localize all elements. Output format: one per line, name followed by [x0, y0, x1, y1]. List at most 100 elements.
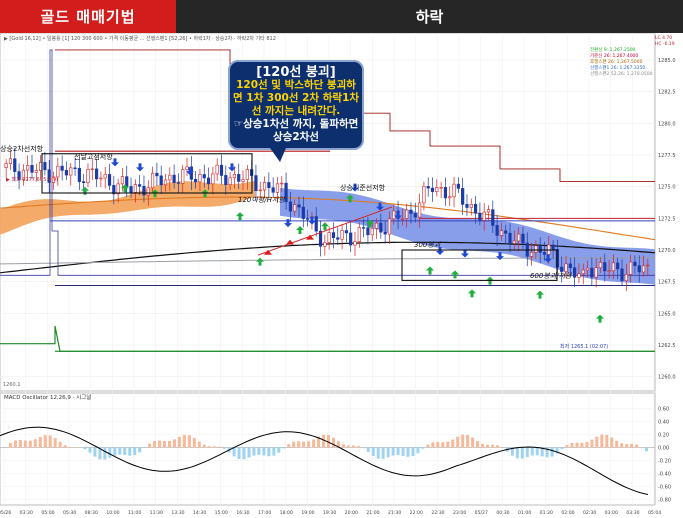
macd-histogram-bar	[148, 443, 152, 448]
macd-histogram-bar	[426, 444, 430, 448]
macd-histogram-bar	[436, 441, 440, 448]
macd-histogram-bar	[481, 443, 485, 448]
candle-body	[504, 230, 508, 234]
candle-body	[254, 175, 258, 192]
macd-histogram-bar	[560, 447, 564, 450]
macd-histogram-bar	[68, 446, 72, 448]
candle-body	[452, 183, 456, 198]
macd-histogram-bar	[307, 441, 311, 448]
macd-histogram-bar	[346, 445, 350, 448]
candle-body	[383, 231, 387, 235]
annotation-label: 300붕괴	[414, 241, 441, 249]
macd-label: MACD Oscillator 12,26,9 · 시그널	[4, 393, 91, 401]
candle-body	[379, 222, 383, 233]
candle-body	[116, 183, 120, 195]
candle-body	[125, 176, 129, 187]
callout-line5: 상승2차선	[273, 131, 319, 143]
macd-histogram-bar	[118, 447, 122, 455]
macd-histogram-bar	[217, 446, 221, 448]
candle-body	[629, 261, 633, 275]
macd-histogram-bar	[535, 447, 539, 456]
annotation-label: 상승2차선저항	[0, 144, 44, 153]
time-tick-label: 13:30	[171, 510, 184, 516]
candle-body	[47, 169, 51, 183]
title-left: 골드 매매기법	[0, 0, 176, 33]
time-tick-label: 19:00	[301, 510, 314, 516]
callout-line2: 면 1차 300선 2차 하락1차	[232, 92, 360, 104]
time-tick-label: 00:30	[496, 510, 509, 516]
macd-histogram-bar	[570, 442, 574, 448]
macd-histogram-bar	[331, 437, 335, 448]
macd-histogram-bar	[476, 441, 480, 448]
candle-body	[181, 169, 185, 184]
buy-arrow-icon	[81, 186, 89, 195]
candle-body	[142, 185, 146, 196]
candle-body	[245, 169, 249, 180]
candle-body	[323, 242, 327, 247]
candle-body	[202, 174, 206, 179]
candle-body	[163, 179, 168, 186]
candle-body	[82, 181, 86, 184]
macd-histogram-bar	[272, 447, 276, 456]
macd-histogram-bar	[113, 447, 117, 456]
candle-body	[637, 265, 641, 273]
candle-body	[495, 225, 499, 236]
annotation-label: 120이평/H저항	[238, 196, 286, 204]
price-tick-label: 1275.0	[658, 185, 676, 191]
macd-histogram-bar	[277, 447, 281, 453]
candle-body	[185, 166, 189, 170]
candle-body	[430, 187, 435, 192]
macd-histogram-bar	[520, 447, 524, 459]
macd-histogram-bar	[605, 434, 609, 448]
candle-body	[258, 189, 262, 192]
price-tick-label: 1277.5	[658, 153, 676, 159]
buy-arrow-icon	[536, 290, 544, 299]
box-lower	[401, 249, 558, 281]
candle-body	[508, 232, 512, 244]
buy-arrow-icon	[451, 270, 459, 279]
buy-arrow-icon	[256, 257, 264, 266]
candle-body	[366, 227, 370, 236]
price-tick-label: 1260.0	[658, 375, 676, 381]
candle-body	[284, 182, 288, 203]
macd-histogram-bar	[98, 447, 102, 460]
macd-histogram-bar	[630, 443, 634, 448]
macd-histogram-bar	[242, 447, 246, 460]
buy-arrow-icon	[321, 222, 329, 231]
candle-body	[120, 176, 125, 185]
ichimoku-cloud	[0, 180, 655, 285]
candle-body	[353, 241, 357, 246]
candle-body	[641, 265, 646, 273]
candle-body	[34, 170, 38, 173]
macd-histogram-bar	[381, 447, 385, 459]
legend-entry: 선행스팬2 52,26: 1,270.0500	[590, 70, 653, 77]
candle-body	[590, 267, 594, 278]
macd-histogram-bar	[172, 439, 176, 448]
sell-arrow-icon	[376, 202, 384, 211]
time-tick-label: 05/27	[475, 510, 488, 516]
candle-body	[426, 186, 430, 189]
macd-histogram-bar	[421, 447, 425, 449]
macd-histogram-bar	[431, 442, 435, 448]
macd-histogram-bar	[297, 441, 301, 448]
macd-tick-label: 0.40	[658, 419, 669, 425]
macd-histogram-bar	[550, 447, 554, 457]
candle-body	[422, 186, 426, 204]
candle-body	[551, 244, 555, 250]
time-tick-label: 22:00	[410, 510, 423, 516]
candle-body	[560, 266, 564, 272]
callout-title: [120선 붕괴]	[256, 65, 336, 80]
candle-body	[112, 185, 116, 195]
sell-arrow-icon	[351, 183, 359, 192]
macd-histogram-bar	[466, 434, 470, 448]
time-tick-label: 05:30	[63, 510, 76, 516]
candle-body	[129, 186, 133, 193]
candle-body	[314, 216, 318, 232]
candle-body	[542, 252, 547, 255]
chart-top-label: ▶ [Gold 16,12] • 일봉틀 [1] 120 300 600 • 가…	[4, 35, 276, 42]
ma300-line	[0, 241, 656, 274]
macd-histogram-bar	[247, 447, 251, 458]
candle-body	[150, 172, 155, 189]
macd-histogram-bar	[386, 447, 390, 458]
callout-line3: 선 까지는 내려간다.	[251, 105, 341, 117]
